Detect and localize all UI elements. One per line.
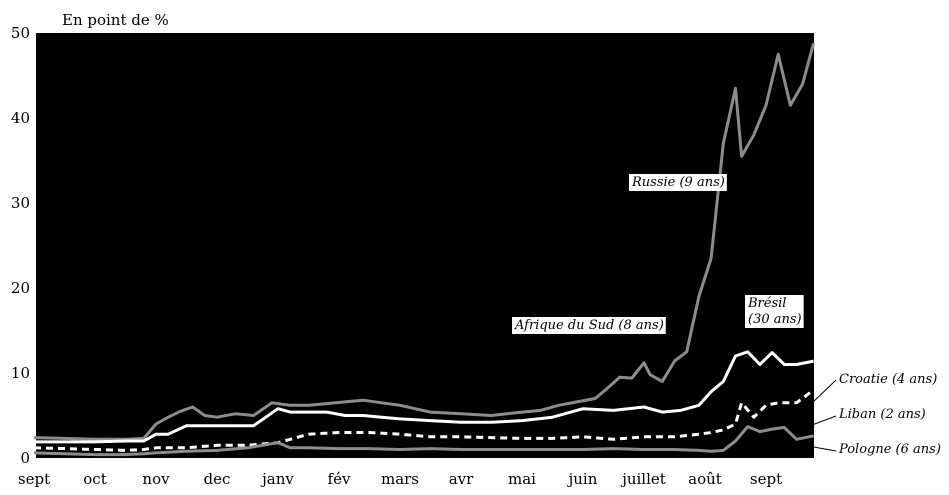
- x-tick-label: nov: [142, 470, 170, 488]
- series-label-leader: [811, 379, 837, 404]
- series-label: Pologne (6 ans): [838, 442, 941, 457]
- series-label: Afrique du Sud (8 ans): [514, 318, 664, 333]
- plot-area: [36, 33, 814, 458]
- x-tick-label: mai: [508, 470, 536, 488]
- series-label-background: [512, 317, 666, 334]
- x-tick-label: avr: [449, 470, 474, 488]
- x-tick-label: août: [688, 470, 722, 488]
- x-tick-label: dec: [204, 470, 231, 488]
- x-tick-label: sept: [750, 470, 782, 488]
- y-tick-label: 10: [11, 364, 30, 382]
- x-tick-label: sept: [18, 470, 50, 488]
- y-axis: 0 10 20 30 40 50: [11, 24, 30, 467]
- series-line: [33, 425, 814, 457]
- y-tick-label: 40: [11, 109, 30, 127]
- x-axis: sept oct nov dec janv fév mars avr mai juin juille…: [18, 470, 782, 488]
- y-tick-label: 20: [11, 279, 30, 297]
- series-labels: Russie (9 ans) Brésil (30 ans) Afrique du S…: [512, 174, 941, 457]
- series-label: Brésil (30 ans): [747, 296, 802, 327]
- series-label: Croatie (4 ans): [839, 372, 937, 387]
- y-tick-label: 50: [11, 24, 30, 42]
- series-label-leader: [807, 445, 837, 452]
- x-tick-label: juin: [567, 470, 598, 488]
- series-lines: [33, 42, 816, 457]
- series-label-leader: [811, 415, 837, 426]
- y-tick-label: 30: [11, 194, 30, 212]
- series-line: [33, 388, 815, 452]
- series-label-background: [629, 174, 727, 191]
- series-line: [33, 42, 816, 441]
- y-tick-label: 0: [20, 449, 30, 467]
- x-tick-label: mars: [381, 470, 419, 488]
- series-line: [34, 350, 814, 444]
- x-tick-label: juillet: [620, 470, 666, 488]
- series-label-background: [745, 295, 804, 328]
- series-label: Liban (2 ans): [838, 407, 926, 422]
- x-tick-label: fév: [328, 470, 351, 488]
- series-label: Russie (9 ans): [631, 175, 725, 190]
- x-tick-label: oct: [83, 470, 106, 488]
- x-tick-label: janv: [260, 470, 294, 488]
- chart-title: En point de %: [62, 11, 169, 29]
